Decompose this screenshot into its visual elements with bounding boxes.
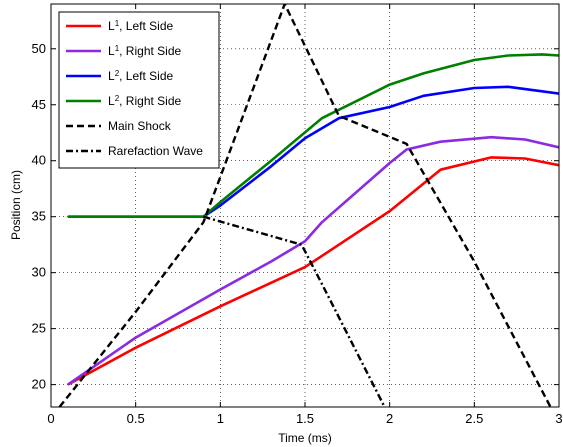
x-tick-label: 2.5 [465, 411, 483, 426]
ticks: 0 0.5 1 1.5 2 2.5 3 20 25 30 35 40 45 50 [32, 4, 563, 426]
x-tick-label: 2 [386, 411, 393, 426]
legend-label-5: Main Shock [108, 119, 172, 133]
y-tick-label: 20 [32, 377, 46, 392]
series-line-1 [67, 156, 559, 386]
legend-label-1: L1, Left Side [108, 19, 174, 33]
x-tick-label: 3 [555, 411, 562, 426]
legend-label-sub: 1 [115, 44, 120, 53]
series-line-2 [67, 135, 559, 386]
series-layer [58, 4, 559, 407]
legend-label-main: L [108, 94, 115, 108]
legend-label-sub: 2 [115, 69, 120, 78]
legend-label-sub: 2 [115, 94, 120, 103]
legend-label-rest: , Left Side [119, 69, 173, 83]
y-tick-label: 50 [32, 41, 46, 56]
x-tick-label: 1 [217, 411, 224, 426]
legend-label-4: L2, Right Side [108, 94, 182, 108]
series-line-6 [203, 215, 386, 407]
legend-label-3: L2, Left Side [108, 69, 174, 83]
legend-label-main: Main Shock [108, 119, 172, 133]
legend-box [58, 11, 220, 169]
y-tick-label: 40 [32, 153, 46, 168]
legend-label-main: Rarefaction Wave [108, 144, 203, 158]
x-tick-label: 0 [47, 411, 54, 426]
legend-label-rest: , Right Side [119, 94, 181, 108]
series-line-3 [67, 85, 559, 218]
legend-label-main: L [108, 69, 115, 83]
legend-label-main: L [108, 19, 115, 33]
series-line-4 [67, 53, 559, 218]
legend-label-sub: 1 [115, 19, 120, 28]
legend-label-rest: , Right Side [119, 44, 181, 58]
x-tick-label: 0.5 [127, 411, 145, 426]
legend-label-2: L1, Right Side [108, 44, 182, 58]
y-tick-label: 30 [32, 265, 46, 280]
x-tick-label: 1.5 [296, 411, 314, 426]
y-tick-label: 45 [32, 97, 46, 112]
y-axis-label: Position (cm) [9, 170, 23, 240]
legend-label-6: Rarefaction Wave [108, 144, 203, 158]
legend-label-main: L [108, 44, 115, 58]
x-axis-label: Time (ms) [278, 431, 332, 445]
y-tick-label: 35 [32, 209, 46, 224]
legend-label-rest: , Left Side [119, 19, 173, 33]
series-line-5 [58, 4, 552, 407]
y-tick-label: 25 [32, 321, 46, 336]
